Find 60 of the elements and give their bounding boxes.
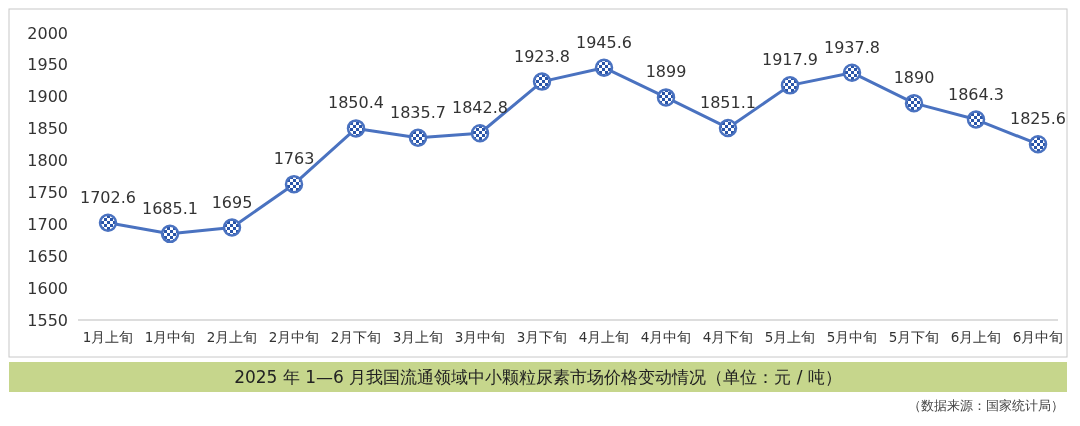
data-label: 1851.1 (700, 92, 756, 112)
x-tick-label: 2月下旬 (330, 329, 382, 345)
x-tick-label: 6月上旬 (950, 329, 1002, 345)
y-tick-label: 1550 (27, 310, 68, 330)
data-label: 1835.7 (390, 102, 446, 122)
y-tick-label: 1750 (27, 183, 68, 203)
y-tick-label: 1600 (27, 278, 68, 298)
data-label: 1850.4 (328, 93, 384, 113)
point (966, 110, 986, 129)
data-label: 1937.8 (824, 37, 880, 57)
data-label: 1917.9 (762, 50, 818, 70)
point (160, 224, 180, 244)
text: （数据来源：国家统计局） (908, 398, 1064, 413)
point (532, 72, 552, 91)
y-tick-label: 1800 (27, 151, 68, 171)
data-label: 1695 (211, 192, 253, 212)
data-label: 1945.6 (576, 32, 632, 52)
y-tick-label: 1700 (27, 214, 68, 234)
data-label: 1923.8 (514, 46, 570, 66)
point (284, 174, 304, 194)
y-tick-label: 1900 (27, 87, 68, 107)
text: 2025 年 1—6 月我国流通领域中小颗粒尿素市场价格变动情况（单位：元 / 吨） (234, 367, 842, 387)
y-tick-label: 1850 (27, 119, 68, 139)
data-label: 1763 (273, 149, 315, 169)
x-tick-label: 4月下旬 (702, 329, 754, 345)
data-label: 1864.3 (948, 84, 1004, 104)
x-tick-label: 2月上旬 (206, 329, 258, 345)
point (98, 213, 118, 232)
point (346, 119, 366, 138)
y-tick-label: 2000 (27, 23, 68, 43)
point (594, 58, 614, 77)
point (1028, 134, 1048, 154)
point (656, 88, 676, 107)
data-label: 1685.1 (142, 198, 198, 218)
x-tick-label: 4月上旬 (578, 329, 630, 345)
point (904, 93, 924, 113)
point (470, 124, 490, 143)
y-tick-label: 1650 (27, 246, 68, 266)
data-label: 1842.8 (452, 98, 508, 118)
data-label: 1890 (893, 68, 935, 88)
x-tick-label: 1月中旬 (144, 329, 196, 345)
point (842, 63, 862, 82)
x-tick-label: 1月上旬 (82, 329, 134, 345)
data-label: 1899 (645, 62, 687, 82)
data-label: 1702.6 (80, 187, 136, 207)
x-tick-label: 3月中旬 (454, 329, 506, 345)
y-tick-label: 1950 (27, 55, 68, 75)
x-tick-label: 6月中旬 (1012, 329, 1064, 345)
point (408, 128, 428, 148)
point (222, 218, 242, 237)
data-label: 1825.6 (1010, 109, 1066, 129)
x-tick-label: 2月中旬 (268, 329, 320, 345)
x-tick-label: 5月下旬 (888, 329, 940, 345)
x-tick-label: 4月中旬 (640, 329, 692, 345)
x-tick-label: 3月下旬 (516, 329, 568, 345)
point (780, 76, 800, 95)
x-tick-label: 5月上旬 (764, 329, 816, 345)
x-tick-label: 3月上旬 (392, 329, 444, 345)
point (718, 118, 738, 138)
x-tick-label: 5月中旬 (826, 329, 878, 345)
